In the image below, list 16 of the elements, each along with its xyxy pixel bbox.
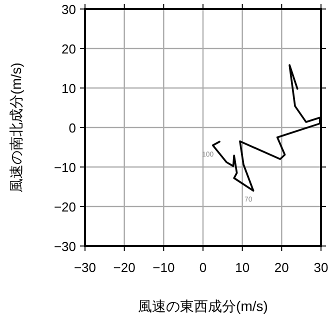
x-tick-label: 10 (235, 260, 250, 275)
y-tick-label: −20 (54, 200, 76, 214)
y-axis-title: 風速の南北成分(m/s) (8, 62, 24, 192)
y-tick-label: 30 (62, 2, 76, 17)
x-tick-label: 0 (199, 260, 207, 275)
x-tick-label: 20 (274, 260, 289, 275)
y-tick-label: 10 (62, 81, 76, 96)
x-axis-title: 風速の東西成分(m/s) (138, 298, 268, 314)
x-tick-label: −20 (113, 260, 136, 275)
y-tick-label: −10 (54, 160, 76, 175)
x-tick-label: −30 (74, 260, 96, 275)
x-tick-label: 30 (314, 260, 328, 275)
x-tick-label: −10 (152, 260, 175, 275)
y-tick-label: 20 (62, 42, 76, 56)
y-tick-label: −30 (54, 239, 76, 254)
y-tick-label: 0 (68, 120, 76, 136)
